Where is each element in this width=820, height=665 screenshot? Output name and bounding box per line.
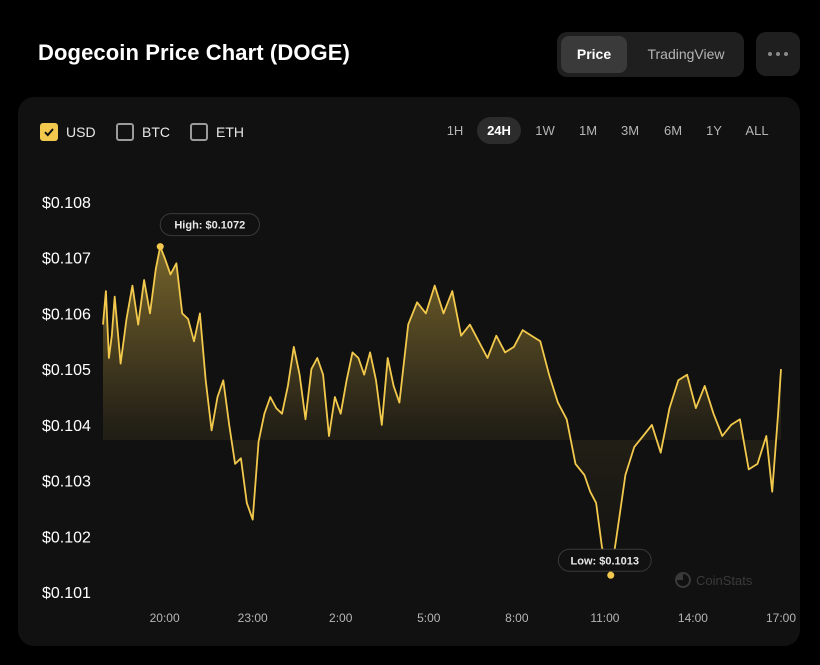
view-toggle: Price TradingView [557, 32, 744, 77]
currency-label: BTC [142, 124, 170, 140]
page-title: Dogecoin Price Chart (DOGE) [38, 40, 350, 65]
currency-label: USD [66, 124, 96, 140]
range-1y[interactable]: 1Y [706, 123, 722, 138]
annotation-label: High: $0.1072 [174, 220, 245, 232]
coinstats-logo-icon [675, 572, 691, 588]
price-line [102, 245, 782, 577]
currency-btc[interactable]: BTC [116, 121, 170, 143]
x-tick-label: 23:00 [238, 611, 268, 625]
y-axis: $0.108 $0.107 $0.106 $0.105 $0.104 $0.103 $0.1… [42, 195, 91, 602]
annotation-dot [156, 243, 164, 251]
x-tick-label: 2:00 [329, 611, 353, 625]
y-tick-label: $0.108 [42, 195, 91, 212]
currency-usd[interactable]: USD [40, 121, 96, 143]
x-tick-label: 8:00 [505, 611, 529, 625]
more-dot [776, 52, 780, 56]
watermark-text: CoinStats [696, 573, 753, 588]
range-all[interactable]: ALL [745, 123, 769, 138]
checkbox-icon[interactable] [116, 123, 134, 141]
annotations: High: $0.1072 Low: $0.1013 [156, 213, 652, 579]
annotation-tooltip [159, 213, 260, 237]
y-tick-label: $0.106 [42, 306, 91, 323]
y-tick-label: $0.102 [42, 529, 91, 546]
range-24h[interactable]: 24H [477, 117, 521, 144]
price-area [103, 246, 781, 576]
x-tick-label: 5:00 [417, 611, 441, 625]
more-options-button[interactable] [756, 32, 800, 76]
range-6m[interactable]: 6M [663, 123, 683, 138]
high-annotation: High: $0.1072 [156, 213, 260, 251]
y-tick-label: $0.101 [42, 585, 91, 602]
more-horizontal-icon [768, 52, 772, 56]
range-1m[interactable]: 1M [578, 123, 598, 138]
more-dot [784, 52, 788, 56]
range-1h[interactable]: 1H [446, 123, 464, 138]
currency-eth[interactable]: ETH [190, 121, 244, 143]
range-1w[interactable]: 1W [535, 123, 555, 138]
y-tick-label: $0.103 [42, 474, 91, 491]
annotation-label: Low: $0.1013 [571, 555, 639, 567]
x-axis: 20:00 23:00 2:00 5:00 8:00 11:00 14:00 17:00 [150, 611, 797, 625]
x-tick-label: 14:00 [678, 611, 708, 625]
y-tick-label: $0.105 [42, 362, 91, 379]
checkbox-icon[interactable] [190, 123, 208, 141]
annotation-tooltip [557, 548, 652, 572]
x-tick-label: 17:00 [766, 611, 796, 625]
tab-price[interactable]: Price [561, 36, 627, 73]
x-tick-label: 11:00 [590, 611, 619, 625]
range-3m[interactable]: 3M [620, 123, 640, 138]
y-tick-label: $0.107 [42, 251, 91, 268]
low-annotation: Low: $0.1013 [557, 548, 652, 579]
checkbox-checked-icon[interactable] [40, 123, 58, 141]
watermark: CoinStats [675, 572, 753, 588]
annotation-dot [607, 571, 615, 579]
currency-label: ETH [216, 124, 244, 140]
y-tick-label: $0.104 [42, 418, 91, 435]
x-tick-label: 20:00 [150, 611, 180, 625]
tab-tradingview[interactable]: TradingView [647, 46, 725, 62]
